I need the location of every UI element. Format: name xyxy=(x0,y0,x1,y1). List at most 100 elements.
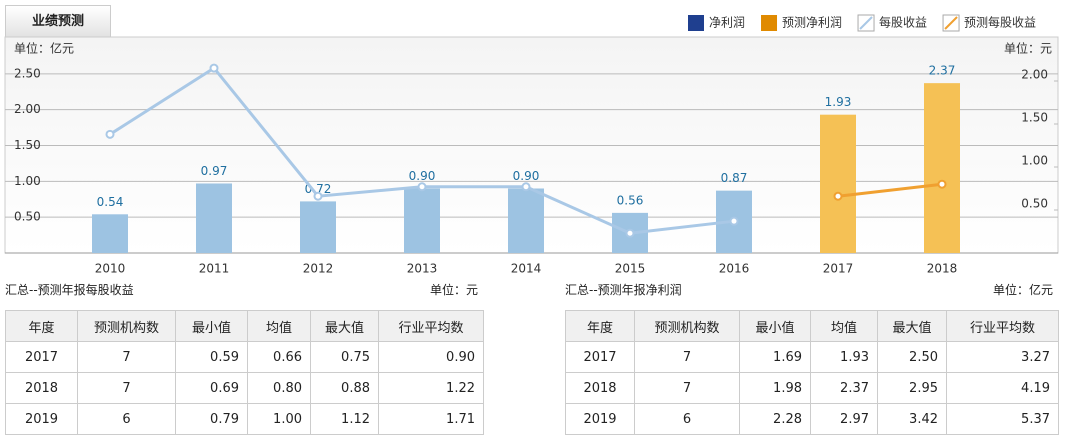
table: 年度 预测机构数 最小值 均值 最大值 行业平均数 2017 7 1.69 1.93 2.50 3.2… xyxy=(565,310,1059,435)
tab[interactable]: 业绩预测 xyxy=(5,5,111,37)
x-tick-label: 2017 xyxy=(823,262,854,276)
cell: 2.28 xyxy=(739,403,811,435)
y-tick-label: 2.50 xyxy=(14,66,41,80)
y-tick-label: 1.50 xyxy=(14,138,41,152)
cell: 2017 xyxy=(5,341,78,373)
table-unit: 单位：亿元 xyxy=(993,283,1054,297)
cell: 2.95 xyxy=(877,372,947,404)
line xyxy=(837,182,943,198)
cell: 0.69 xyxy=(175,372,248,404)
cell: 0.66 xyxy=(247,341,311,373)
legend-swatch-line xyxy=(859,16,873,30)
cell: 0.88 xyxy=(310,372,379,404)
column-header: 最小值 xyxy=(175,310,248,342)
cell: 4.19 xyxy=(946,372,1059,404)
marker xyxy=(521,182,531,192)
cell: 0.75 xyxy=(310,341,379,373)
marker xyxy=(729,216,739,226)
cell: 0.59 xyxy=(175,341,248,373)
chart: 单位：亿元 单位：元 0.50 1.00 1.50 2.00 2.50 0.50 1.00 1… xyxy=(4,14,1059,276)
cell: 7 xyxy=(77,341,176,373)
marker xyxy=(209,63,219,73)
marker xyxy=(313,191,323,201)
y2-tick-label: 2.00 xyxy=(1021,68,1048,82)
marker xyxy=(937,179,947,189)
x-tick-label: 2016 xyxy=(719,262,750,276)
legend-swatch-line xyxy=(944,16,958,30)
marker xyxy=(625,228,635,238)
bar xyxy=(820,114,856,253)
cell: 3.27 xyxy=(946,341,1059,373)
y2-tick-label: 1.00 xyxy=(1021,154,1048,168)
marker xyxy=(105,129,115,139)
y-tick-label: 2.00 xyxy=(14,102,41,116)
value-label: 0.54 xyxy=(97,195,124,209)
table-title: 汇总--预测年报每股收益 xyxy=(5,283,134,297)
y-tick-label: 1.00 xyxy=(14,174,41,188)
table: 年度 预测机构数 最小值 均值 最大值 行业平均数 2017 7 0.59 0.66 0.75 0.9… xyxy=(5,310,484,435)
x-tick-label: 2010 xyxy=(95,262,126,276)
column-header: 年度 xyxy=(565,310,635,342)
cell: 2019 xyxy=(5,403,78,435)
cell: 7 xyxy=(634,341,740,373)
cell: 2.97 xyxy=(810,403,878,435)
cell: 7 xyxy=(634,372,740,404)
table-title: 汇总--预测年报净利润 xyxy=(565,283,682,297)
cell: 1.69 xyxy=(739,341,811,373)
cell: 1.71 xyxy=(378,403,484,435)
y2-axis-label: 单位：元 xyxy=(1004,41,1052,56)
column-header: 年度 xyxy=(5,310,78,342)
marker xyxy=(833,191,843,201)
cell: 0.80 xyxy=(247,372,311,404)
bar xyxy=(300,201,336,253)
cell: 2017 xyxy=(565,341,635,373)
value-label: 0.90 xyxy=(409,169,436,183)
value-label: 0.87 xyxy=(721,171,748,185)
bar xyxy=(92,214,128,253)
value-label: 0.56 xyxy=(617,193,644,207)
cell: 0.79 xyxy=(175,403,248,435)
table-unit: 单位：元 xyxy=(430,283,479,297)
column-header: 行业平均数 xyxy=(946,310,1059,342)
legend-label: 每股收益 xyxy=(879,15,927,30)
cell: 6 xyxy=(634,403,740,435)
x-tick-label: 2018 xyxy=(927,262,958,276)
legend-label: 预测每股收益 xyxy=(964,15,1036,30)
legend-swatch xyxy=(688,15,704,31)
bar xyxy=(404,188,440,253)
bar xyxy=(508,188,544,253)
cell: 1.98 xyxy=(739,372,811,404)
y2-tick-label: 0.50 xyxy=(1021,197,1048,211)
cell: 1.93 xyxy=(810,341,878,373)
value-label: 0.97 xyxy=(201,164,228,178)
y-tick-label: 0.50 xyxy=(14,210,41,224)
cell: 2018 xyxy=(565,372,635,404)
cell: 7 xyxy=(77,372,176,404)
cell: 2019 xyxy=(565,403,635,435)
x-tick-label: 2015 xyxy=(615,262,646,276)
legend-swatch xyxy=(761,15,778,31)
legend-label: 净利润 xyxy=(709,16,745,30)
column-header: 行业平均数 xyxy=(378,310,484,342)
column-header: 最小值 xyxy=(739,310,811,342)
y2-tick-label: 1.50 xyxy=(1021,111,1048,125)
bar xyxy=(196,183,232,253)
column-header: 均值 xyxy=(810,310,878,342)
cell: 1.22 xyxy=(378,372,484,404)
column-header: 预测机构数 xyxy=(634,310,740,342)
cell: 1.12 xyxy=(310,403,379,435)
value-label: 0.90 xyxy=(513,169,540,183)
cell: 3.42 xyxy=(877,403,947,435)
cell: 0.90 xyxy=(378,341,484,373)
value-label: 0.72 xyxy=(305,182,332,196)
x-tick-label: 2011 xyxy=(199,262,230,276)
legend-label: 预测净利润 xyxy=(782,16,842,30)
cell: 6 xyxy=(77,403,176,435)
marker xyxy=(417,182,427,192)
y-axis-label: 单位：亿元 xyxy=(14,41,74,56)
cell: 2.50 xyxy=(877,341,947,373)
x-tick-label: 2014 xyxy=(511,262,542,276)
column-header: 最大值 xyxy=(877,310,947,342)
value-label: 1.93 xyxy=(825,95,852,109)
